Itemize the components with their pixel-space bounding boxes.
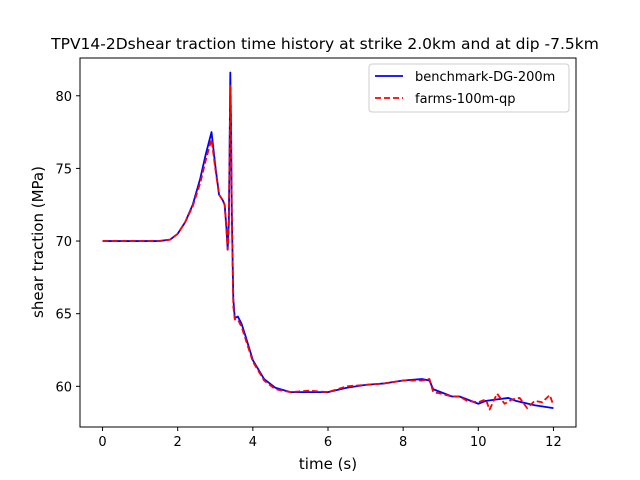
y-tick-label: 60 — [55, 380, 72, 395]
y-axis: 60 65 70 75 80 — [55, 90, 80, 395]
x-axis: 0 2 4 6 8 10 12 — [98, 427, 562, 450]
y-tick-label: 65 — [55, 308, 72, 323]
legend-label-2: farms-100m-qp — [415, 92, 515, 107]
x-tick-label: 8 — [399, 435, 407, 450]
chart-title: TPV14-2Dshear traction time history at s… — [50, 35, 599, 53]
x-tick-label: 10 — [470, 435, 487, 450]
series-layer — [102, 71, 555, 411]
x-axis-label: time (s) — [299, 455, 357, 473]
x-tick-label: 6 — [324, 435, 332, 450]
x-tick-label: 4 — [249, 435, 257, 450]
legend-label-1: benchmark-DG-200m — [415, 70, 555, 85]
y-tick-label: 70 — [55, 235, 72, 250]
plot-area-frame — [79, 57, 577, 428]
series-line-2 — [102, 84, 555, 411]
y-tick-label: 80 — [55, 90, 72, 105]
x-tick-label: 0 — [98, 435, 106, 450]
legend: benchmark-DG-200m farms-100m-qp — [368, 63, 570, 113]
y-tick-label: 75 — [55, 162, 72, 177]
x-tick-label: 12 — [545, 435, 562, 450]
y-axis-label: shear traction (MPa) — [29, 166, 47, 318]
legend-box — [368, 63, 570, 113]
x-tick-label: 2 — [174, 435, 182, 450]
